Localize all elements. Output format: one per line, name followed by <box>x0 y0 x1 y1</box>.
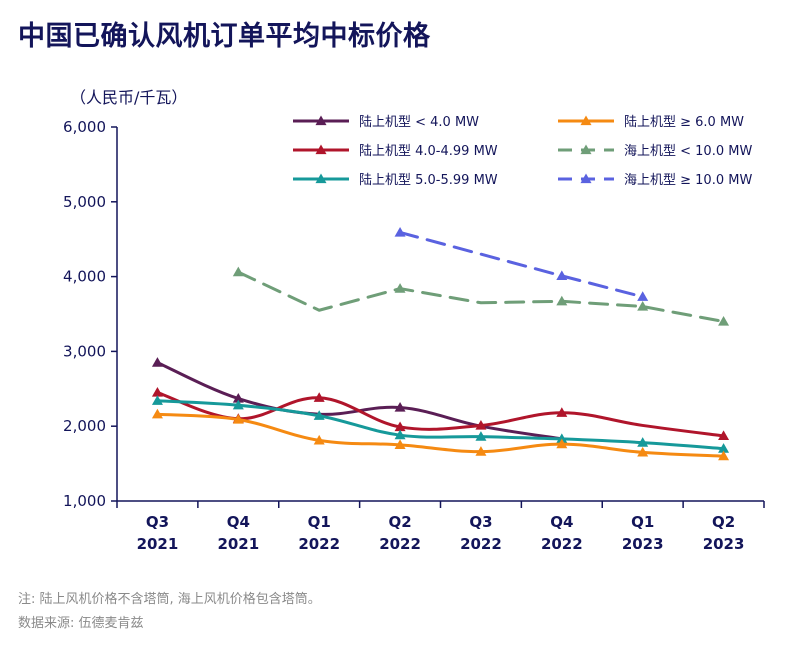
legend-item: 陆上机型 ≥ 6.0 MW <box>558 114 744 130</box>
data-point-marker <box>718 315 730 326</box>
data-point-marker <box>556 433 568 444</box>
data-point-marker <box>151 408 163 419</box>
data-point-marker <box>637 437 649 447</box>
data-point-marker <box>394 283 406 293</box>
data-point-marker <box>637 291 649 301</box>
legend-label: 海上机型 ≥ 10.0 MW <box>624 173 752 188</box>
legend-item: 陆上机型 4.0-4.99 MW <box>293 143 498 159</box>
data-point-marker <box>556 407 568 417</box>
legend-label: 陆上机型 ≥ 6.0 MW <box>624 114 744 130</box>
data-point-marker <box>556 438 568 449</box>
y-tick-label: 6,000 <box>63 118 106 136</box>
series-5 <box>232 266 730 326</box>
data-point-marker <box>394 429 406 440</box>
legend-label: 海上机型 < 10.0 MW <box>624 144 752 159</box>
data-point-marker <box>718 443 730 453</box>
data-point-marker <box>313 392 325 402</box>
data-point-marker <box>475 419 487 430</box>
x-tick-label: 2022 <box>460 535 502 553</box>
legend-item: 陆上机型 5.0-5.99 MW <box>293 172 498 188</box>
data-point-marker <box>232 399 244 410</box>
data-point-marker <box>718 430 730 441</box>
x-tick-label: Q4 <box>227 513 250 531</box>
series-line <box>155 391 726 438</box>
data-point-marker <box>151 387 163 397</box>
legend-item: 海上机型 ≥ 10.0 MW <box>558 173 752 188</box>
data-point-marker <box>637 301 649 311</box>
x-tick-label: 2021 <box>137 535 179 553</box>
x-tick-label: 2022 <box>541 535 583 553</box>
x-tick-label: 2023 <box>622 535 664 553</box>
data-point-marker <box>556 295 568 306</box>
data-source: 数据来源: 伍德麦肯兹 <box>18 616 144 631</box>
data-point-marker <box>394 439 406 450</box>
data-point-marker <box>232 413 244 424</box>
legend-swatch-marker <box>315 144 327 155</box>
chart-title: 中国已确认风机订单平均中标价格 <box>18 21 431 52</box>
data-point-marker <box>232 393 244 403</box>
x-tick-label: 2021 <box>217 535 259 553</box>
y-tick-label: 3,000 <box>63 342 106 360</box>
y-tick-label: 2,000 <box>63 417 106 435</box>
data-point-marker <box>232 266 244 277</box>
x-tick-label: Q1 <box>631 513 654 531</box>
legend-swatch-marker <box>580 115 592 126</box>
x-tick-label: Q2 <box>712 513 735 531</box>
legend-swatch-marker <box>315 173 327 184</box>
data-point-marker <box>475 431 487 441</box>
y-tick-label: 1,000 <box>63 492 106 510</box>
data-point-marker <box>475 446 487 456</box>
chart-legend: 陆上机型 < 4.0 MW 陆上机型 ≥ 6.0 MW 陆上机型 4.0-4.99 … <box>293 114 752 188</box>
data-point-marker <box>313 434 325 445</box>
x-tick-label: Q3 <box>146 513 169 531</box>
y-tick-label: 4,000 <box>63 268 106 286</box>
data-point-marker <box>313 410 325 420</box>
x-tick-label: Q1 <box>308 513 331 531</box>
legend-item: 海上机型 < 10.0 MW <box>558 144 752 159</box>
chart-axes: 1,000 2,000 3,000 4,000 5,000 6,000 Q3 2021 Q4 20… <box>63 118 765 553</box>
data-point-marker <box>151 357 163 367</box>
legend-swatch-marker <box>580 173 592 184</box>
x-tick-label: Q4 <box>550 513 573 531</box>
y-axis-unit-label: （人民币/千瓦） <box>70 88 188 107</box>
data-point-marker <box>637 446 649 457</box>
x-tick-label: 2023 <box>703 535 745 553</box>
footnote: 注: 陆上风机价格不含塔筒, 海上风机价格包含塔筒。 <box>18 592 321 607</box>
series-4 <box>151 408 730 461</box>
data-point-marker <box>394 402 406 412</box>
data-point-marker <box>151 395 163 405</box>
x-tick-label: 2022 <box>379 535 421 553</box>
legend-label: 陆上机型 < 4.0 MW <box>359 114 479 130</box>
legend-label: 陆上机型 5.0-5.99 MW <box>359 172 498 188</box>
data-point-marker <box>394 421 406 432</box>
data-point-marker <box>718 450 730 461</box>
chart-series <box>151 226 730 461</box>
x-tick-label: Q3 <box>469 513 492 531</box>
legend-swatch-marker <box>580 144 592 155</box>
legend-label: 陆上机型 4.0-4.99 MW <box>359 143 498 159</box>
series-6 <box>394 226 649 301</box>
data-point-marker <box>556 270 568 280</box>
series-line <box>155 412 726 458</box>
legend-item: 陆上机型 < 4.0 MW <box>293 114 479 130</box>
series-line <box>155 399 726 451</box>
data-point-marker <box>394 226 406 237</box>
x-tick-label: 2022 <box>298 535 340 553</box>
x-tick-label: Q2 <box>388 513 411 531</box>
line-chart: 1,000 2,000 3,000 4,000 5,000 6,000 Q3 2021 Q4 20… <box>63 114 765 553</box>
series-line <box>236 270 726 323</box>
legend-swatch-marker <box>315 115 327 126</box>
series-3 <box>151 395 730 453</box>
y-tick-label: 5,000 <box>63 193 106 211</box>
series-line <box>398 230 645 299</box>
